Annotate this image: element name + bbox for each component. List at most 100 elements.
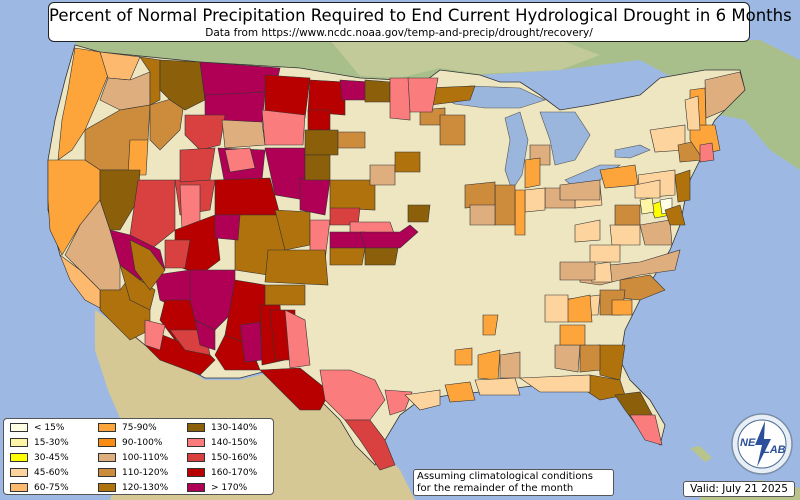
region-ia (464, 181, 496, 209)
logo-text-ne: NE (740, 437, 756, 449)
map-title: Percent of Normal Precipitation Required… (49, 6, 792, 25)
region-tn (589, 244, 621, 263)
lake-michigan (504, 111, 529, 191)
region-or-2 (127, 139, 149, 176)
region-tx-big-bend (259, 367, 331, 411)
legend-label: 150-160% (211, 453, 258, 463)
region-mn-4 (389, 77, 411, 121)
region-mt-south (261, 109, 306, 146)
drought-regions (47, 47, 746, 471)
region-ms (454, 347, 473, 366)
region-in (524, 187, 546, 213)
region-co-south (264, 249, 329, 286)
region-wy-nw (179, 147, 216, 183)
region-tx-panhandle (264, 284, 306, 306)
logo-text-lab: LAB (763, 444, 786, 456)
region-nd-west (307, 79, 346, 116)
region-tx-far-west (284, 309, 311, 369)
region-ms-coast (477, 349, 501, 381)
nexlab-logo: NE LAB (731, 413, 793, 475)
region-mi-3 (559, 179, 601, 201)
region-nd-south (307, 109, 331, 131)
legend-label: 90-100% (122, 438, 163, 448)
region-wi (394, 151, 421, 173)
region-ne-center (369, 164, 396, 186)
region-ca-coast (59, 254, 101, 309)
region-mt-sw (184, 114, 226, 151)
region-la-gulf (474, 377, 521, 396)
region-nv-east (129, 179, 176, 251)
legend-label: 15-30% (34, 438, 69, 448)
note-line-1: Assuming climatological conditions (417, 471, 593, 482)
lake-ontario (614, 144, 651, 159)
region-nm-west (194, 319, 216, 351)
legend-swatch (10, 438, 28, 447)
region-sd-east (337, 131, 366, 149)
bahamas-land (690, 446, 712, 462)
region-mi-2 (524, 157, 541, 189)
legend-label: 110-120% (122, 468, 169, 478)
legend-label: < 15% (34, 423, 65, 433)
legend-swatch (98, 453, 116, 462)
region-il (494, 184, 516, 226)
region-ga-south (579, 344, 601, 373)
region-co-sw (214, 214, 241, 241)
region-ks-ne (407, 204, 431, 223)
region-nv-north (99, 169, 141, 231)
region-la (444, 381, 476, 403)
region-mt-scenter (221, 119, 266, 149)
region-ri (699, 142, 715, 163)
canada-hills (330, 40, 600, 78)
legend-swatch (187, 423, 205, 432)
region-va (614, 204, 641, 226)
legend-swatch (187, 438, 205, 447)
legend-label: 30-45% (34, 453, 69, 463)
legend-label: 160-170% (211, 468, 258, 478)
title-box: Percent of Normal Precipitation Required… (48, 2, 792, 42)
lake-huron (539, 111, 591, 166)
region-nd-east (364, 79, 391, 103)
region-ga-2 (559, 324, 586, 346)
legend-swatch (10, 453, 28, 462)
region-ms-center (499, 351, 521, 379)
legend-label: 120-130% (122, 483, 169, 493)
legend-label: 140-150% (211, 438, 258, 448)
region-ks-north (329, 231, 366, 249)
region-nh (684, 95, 701, 131)
region-fl-gulf (519, 374, 591, 393)
legend-label: 60-75% (34, 483, 69, 493)
region-ga-1 (554, 344, 581, 373)
map-subtitle: Data from https://www.ncdc.noaa.gov/temp… (205, 27, 593, 39)
region-nj (674, 169, 691, 203)
region-mn-5 (407, 77, 439, 113)
legend-swatch (98, 423, 116, 432)
region-wy-south (214, 177, 281, 216)
legend-label: 45-60% (34, 468, 69, 478)
region-az-southwest (144, 319, 166, 351)
region-fl-south (629, 414, 663, 446)
region-sd-west (304, 129, 339, 156)
region-va-coast (639, 219, 673, 246)
legend-swatch (10, 483, 28, 492)
legend-swatch (10, 468, 28, 477)
region-tx-center (319, 369, 386, 421)
legend: < 15% 15-30% 30-45% 45-60% 60-75% 75-90% 90-10… (3, 418, 274, 495)
region-id (139, 56, 161, 106)
legend-swatch (98, 438, 116, 447)
legend-swatch (187, 468, 205, 477)
valid-date: Valid: July 21 2025 (683, 481, 795, 497)
legend-label: > 170% (211, 483, 248, 493)
region-md-2 (639, 197, 655, 215)
region-ar (482, 314, 499, 336)
legend-swatch (98, 483, 116, 492)
region-tn-2 (559, 261, 596, 281)
region-az-nw (129, 239, 166, 291)
region-tx-gulf (384, 389, 413, 416)
region-ne-west (329, 179, 376, 211)
region-ia-2 (469, 204, 496, 226)
region-ks-south (329, 247, 366, 266)
region-me (704, 71, 746, 119)
region-tx-coast (404, 389, 441, 411)
logo-lightning-icon (755, 421, 771, 467)
